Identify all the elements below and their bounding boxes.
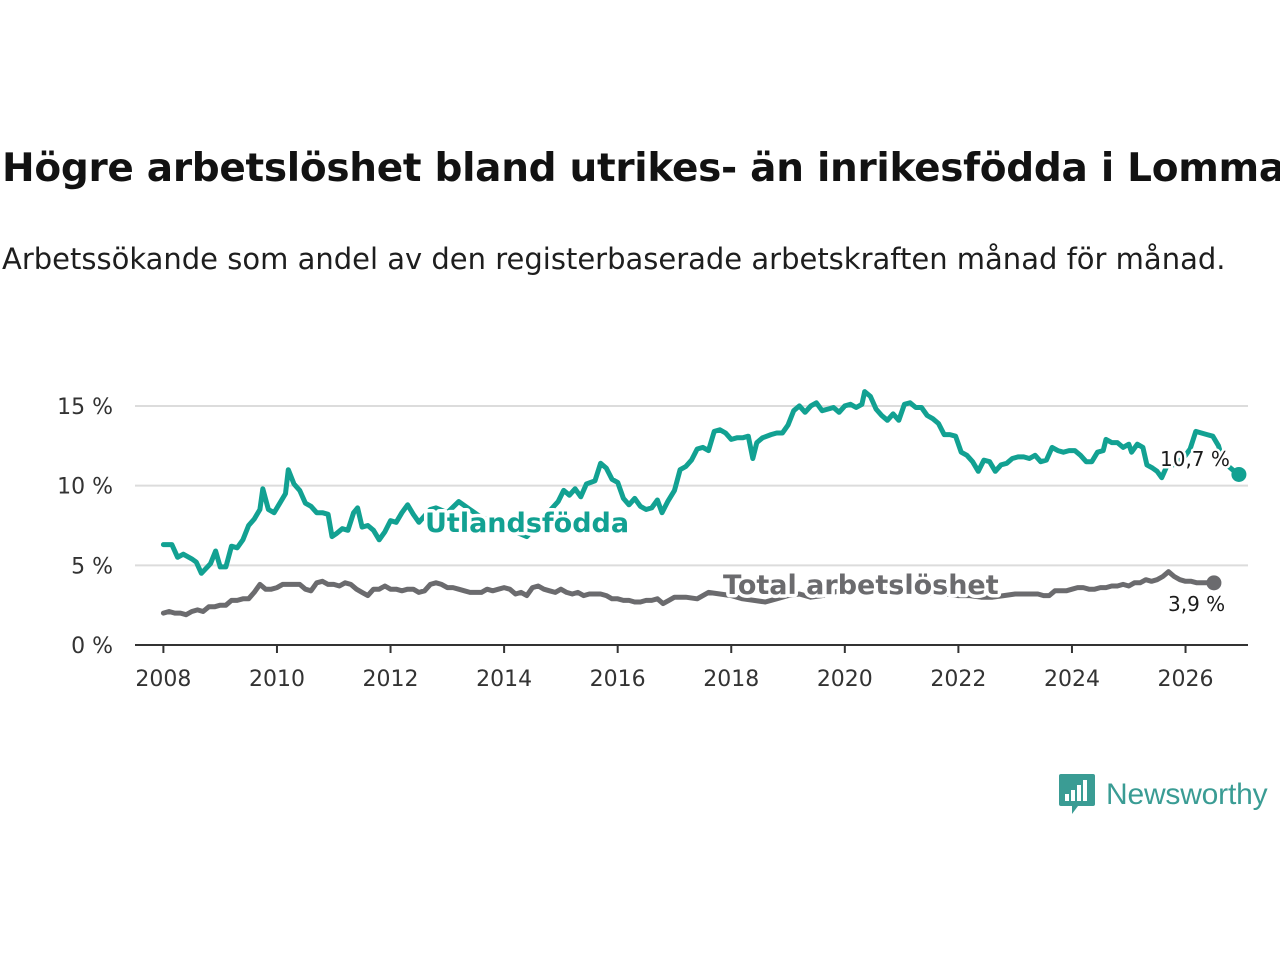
- x-axis: 2008 2010 2012 2014 2016 2018 2020 2022 2024 2026: [135, 644, 1248, 692]
- series-label-total: Total arbetslöshet: [723, 570, 999, 601]
- brand-name: Newsworthy: [1106, 778, 1268, 811]
- end-label-total: 3,9 %: [1168, 592, 1225, 616]
- x-tick-label: 2010: [249, 667, 305, 692]
- series-labels: Utlandsfödda Total arbetslöshet 10,7 % 3…: [422, 445, 1233, 619]
- y-tick-label: 10 %: [57, 475, 113, 500]
- x-tick-label: 2016: [590, 667, 646, 692]
- y-axis-ticks: 0 % 5 % 10 % 15 %: [57, 395, 113, 659]
- x-tick-label: 2020: [817, 667, 873, 692]
- x-tick-label: 2024: [1044, 667, 1100, 692]
- x-tick-label: 2022: [930, 667, 986, 692]
- series-line-total: [160, 569, 1217, 618]
- series-label-utlandsfodda: Utlandsfödda: [425, 508, 629, 539]
- newsworthy-brand: Newsworthy: [1058, 772, 1268, 818]
- end-label-utlandsfodda: 10,7 %: [1160, 447, 1230, 471]
- y-tick-label: 15 %: [57, 395, 113, 420]
- chart-subtitle: Arbetssökande som andel av den registerb…: [2, 242, 1226, 276]
- x-tick-label: 2018: [703, 667, 759, 692]
- series-end-dot-utlandsfodda: [1231, 466, 1247, 482]
- series-end-dot-total: [1206, 575, 1222, 591]
- x-tick-label: 2014: [476, 667, 532, 692]
- x-tick-label: 2026: [1158, 667, 1214, 692]
- x-tick-label: 2008: [135, 667, 191, 692]
- series-lines: [160, 389, 1247, 618]
- series-line-utlandsfodda: [160, 389, 1242, 576]
- grid-lines: [135, 404, 1248, 567]
- chart-title: Högre arbetslöshet bland utrikes- än inr…: [2, 146, 1280, 191]
- y-tick-label: 5 %: [71, 554, 113, 579]
- y-tick-label: 0 %: [71, 634, 113, 659]
- newsworthy-logo-icon: [1059, 774, 1095, 814]
- line-chart: 0 %5 %10 %15 % 2008 2010 2012 2014 2016 2018 2…: [57, 389, 1248, 692]
- x-tick-label: 2012: [363, 667, 419, 692]
